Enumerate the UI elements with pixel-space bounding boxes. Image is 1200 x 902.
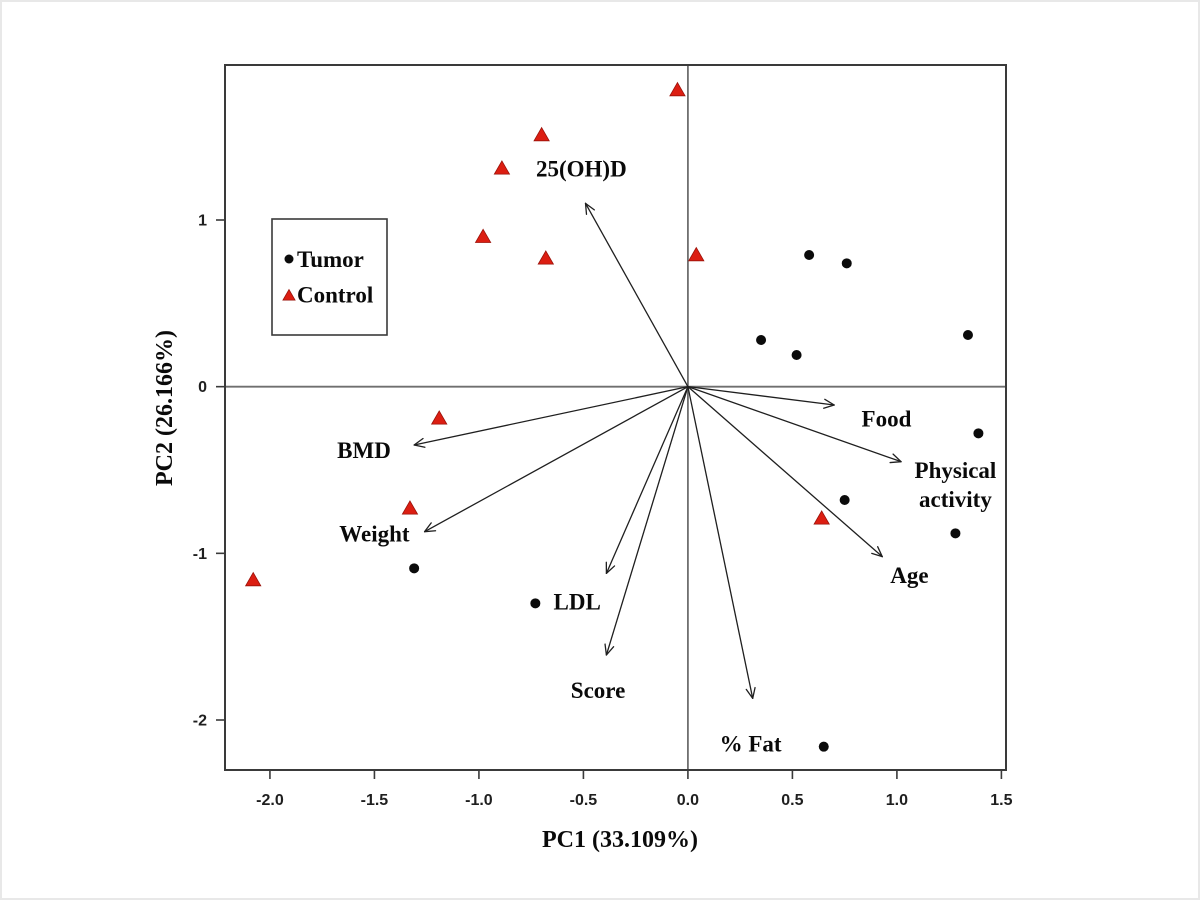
tumor-point: [950, 528, 960, 538]
arrow-head: [890, 462, 901, 463]
legend: Tumor Control: [272, 219, 387, 335]
loading-label-age: Age: [890, 563, 928, 588]
arrow-head: [425, 531, 436, 532]
control-point: [689, 248, 704, 261]
tumor-point: [840, 495, 850, 505]
loading-arrow-bmd: [414, 387, 688, 448]
x-tick-label: -1.5: [361, 792, 389, 809]
loading-arrow-score: [605, 387, 688, 655]
control-point: [670, 83, 685, 96]
y-tick-label: 0: [198, 379, 207, 396]
control-point: [814, 511, 829, 524]
y-tick-label: -1: [193, 546, 207, 563]
loading-arrow-food: [688, 387, 834, 409]
loading-arrow-25-oh-d: [586, 203, 688, 386]
loading-label-physical-activity: activity: [919, 487, 992, 512]
loading-label-bmd: BMD: [337, 438, 391, 463]
control-point: [246, 573, 261, 586]
control-point: [538, 251, 553, 264]
control-point: [494, 161, 509, 174]
arrow-shaft: [414, 387, 688, 445]
loading-arrow-age: [688, 387, 882, 557]
legend-dot-icon: [285, 255, 294, 264]
tumor-point: [756, 335, 766, 345]
loading-arrow-ldl: [606, 387, 688, 574]
series-tumor: [409, 250, 983, 752]
x-tick-label: 1.5: [990, 792, 1012, 809]
arrow-shaft: [425, 387, 688, 532]
tumor-point: [530, 598, 540, 608]
loading-label-food: Food: [862, 406, 912, 431]
control-point: [534, 128, 549, 141]
legend-item-control: Control: [283, 283, 373, 308]
arrow-shaft: [606, 387, 688, 574]
x-tick-label: -0.5: [570, 792, 598, 809]
loading-label--fat: % Fat: [720, 731, 782, 756]
loading-label-25-oh-d: 25(OH)D: [536, 156, 627, 181]
arrow-shaft: [586, 203, 688, 386]
control-point: [476, 229, 491, 242]
loading-label-weight: Weight: [339, 521, 410, 546]
tumor-point: [819, 742, 829, 752]
loading-arrow--fat: [688, 387, 755, 699]
legend-item-label: Tumor: [297, 247, 364, 272]
arrow-shaft: [688, 387, 753, 699]
arrow-shaft: [606, 387, 688, 655]
arrow-head: [414, 445, 425, 447]
loading-label-physical-activity: Physical: [915, 458, 997, 483]
x-tick-label: -1.0: [465, 792, 493, 809]
legend-item-tumor: Tumor: [285, 247, 364, 272]
legend-item-label: Control: [297, 283, 373, 308]
tumor-point: [804, 250, 814, 260]
y-tick-label: -2: [193, 713, 207, 730]
tumor-point: [963, 330, 973, 340]
arrow-shaft: [688, 387, 834, 405]
tumor-point: [409, 563, 419, 573]
tumor-point: [842, 258, 852, 268]
pc1-axis-title: PC1 (33.109%): [542, 827, 698, 853]
arrow-head: [605, 644, 606, 655]
tumor-point: [792, 350, 802, 360]
pc2-axis-title: PC2 (26.166%): [152, 330, 178, 486]
arrow-head: [824, 405, 835, 408]
x-tick-label: 0.0: [677, 792, 699, 809]
arrow-head: [753, 688, 755, 699]
arrow-shaft: [688, 387, 882, 557]
control-point: [432, 411, 447, 424]
x-tick-label: -2.0: [256, 792, 284, 809]
legend-box: [272, 219, 387, 335]
loading-label-ldl: LDL: [554, 590, 601, 615]
control-point: [402, 501, 417, 514]
x-tick-label: 1.0: [886, 792, 908, 809]
tumor-point: [973, 428, 983, 438]
loading-arrow-weight: [425, 387, 688, 532]
x-tick-label: 0.5: [781, 792, 803, 809]
loading-label-score: Score: [571, 678, 626, 703]
y-tick-label: 1: [198, 213, 207, 230]
